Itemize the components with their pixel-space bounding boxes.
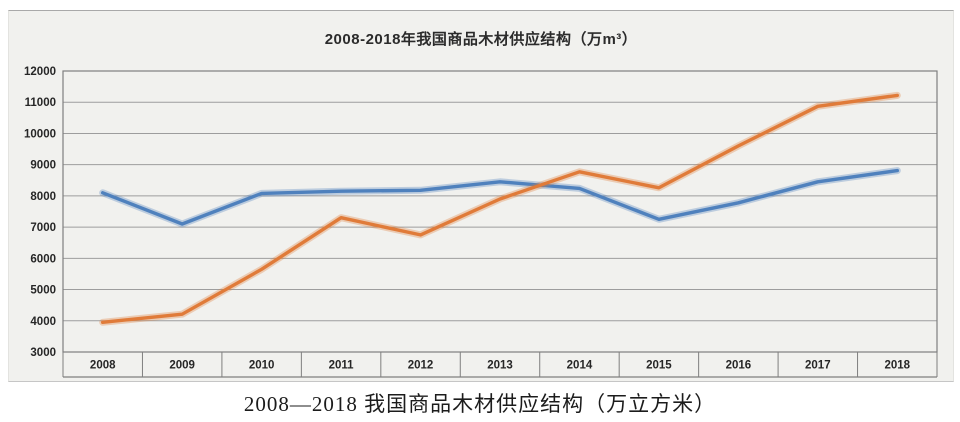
x-axis-year-label: 2011	[329, 360, 355, 372]
y-axis-tick-label: 10000	[24, 128, 56, 140]
y-axis-tick-label: 7000	[30, 222, 56, 234]
y-axis-tick-label: 12000	[24, 66, 56, 78]
y-axis-tick-label: 9000	[30, 160, 56, 172]
line-chart: 3000 4000 5000 6000 7000 8000 9000 10000 11000 12…	[24, 66, 938, 378]
plot-frame	[62, 70, 938, 353]
series-orange-line	[100, 93, 899, 324]
x-axis-year-label: 2015	[646, 360, 672, 372]
y-axis-tick-label: 6000	[30, 253, 56, 265]
x-axis-year-label: 2016	[726, 360, 752, 372]
x-axis-year-label: 2009	[169, 360, 195, 372]
x-axis-year-label: 2010	[249, 360, 275, 372]
y-axis-tick-label: 5000	[30, 285, 56, 297]
x-axis-year-label: 2012	[408, 360, 434, 372]
x-axis-year-label: 2013	[487, 360, 513, 372]
chart-title: 2008-2018年我国商品木材供应结构（万m³）	[324, 31, 638, 48]
x-axis-year-label: 2008	[90, 360, 116, 372]
y-axis-tick-label: 3000	[30, 347, 56, 359]
series-blue-line	[100, 168, 899, 226]
x-axis-year-label: 2018	[884, 360, 910, 372]
y-axis-tick-label: 8000	[30, 191, 56, 203]
x-axis-year-label: 2014	[567, 360, 593, 372]
y-axis-tick-label: 11000	[25, 97, 56, 109]
figure-caption: 2008—2018 我国商品木材供应结构（万立方米）	[243, 392, 717, 416]
chart-panel: 2008-2018年我国商品木材供应结构（万m³） 3000 4000 5000 60…	[8, 10, 954, 382]
y-axis-tick-label: 4000	[30, 316, 56, 328]
x-axis-year-label: 2017	[805, 360, 831, 372]
